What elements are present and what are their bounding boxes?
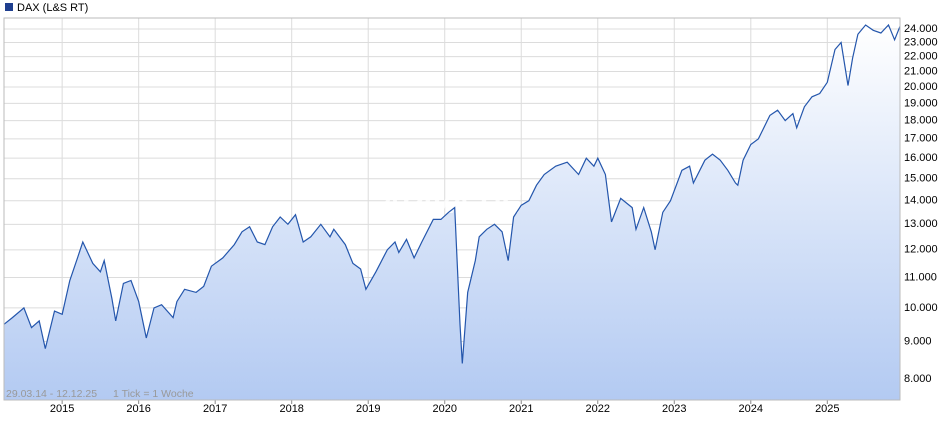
y-tick-label: 13.000 bbox=[904, 218, 938, 230]
plot-border bbox=[3, 17, 901, 401]
x-tick-label: 2024 bbox=[739, 403, 763, 415]
x-tick-label: 2019 bbox=[356, 403, 380, 415]
y-tick-label: 15.000 bbox=[904, 173, 938, 185]
watermark: ARIVA.DE bbox=[378, 187, 521, 220]
x-tick-label: 2018 bbox=[279, 403, 303, 415]
y-tick-label: 12.000 bbox=[904, 244, 938, 256]
x-tick-label: 2017 bbox=[203, 403, 227, 415]
date-range: 29.03.14 - 12.12.25 bbox=[6, 388, 97, 400]
x-tick-label: 2015 bbox=[50, 403, 74, 415]
y-tick-label: 8.000 bbox=[904, 373, 932, 385]
y-tick-label: 14.000 bbox=[904, 195, 938, 207]
x-tick-label: 2022 bbox=[586, 403, 610, 415]
x-tick-label: 2023 bbox=[662, 403, 686, 415]
x-tick-label: 2016 bbox=[126, 403, 150, 415]
y-tick-label: 11.000 bbox=[904, 271, 937, 283]
legend-label: DAX (L&S RT) bbox=[17, 2, 88, 14]
y-tick-label: 9.000 bbox=[904, 335, 932, 347]
x-tick-label: 2025 bbox=[815, 403, 839, 415]
y-tick-label: 17.000 bbox=[904, 133, 938, 145]
y-tick-label: 21.000 bbox=[904, 65, 938, 77]
y-tick-label: 10.000 bbox=[904, 302, 938, 314]
y-tick-label: 22.000 bbox=[904, 51, 938, 63]
tick-note: 1 Tick = 1 Woche bbox=[113, 388, 194, 400]
x-tick-label: 2021 bbox=[509, 403, 533, 415]
y-tick-label: 19.000 bbox=[904, 97, 938, 109]
x-tick-label: 2020 bbox=[432, 403, 456, 415]
y-tick-label: 16.000 bbox=[904, 152, 938, 164]
y-tick-label: 23.000 bbox=[904, 36, 938, 48]
y-tick-label: 20.000 bbox=[904, 81, 938, 93]
line bbox=[3, 23, 901, 364]
legend-swatch bbox=[5, 3, 13, 11]
y-tick-label: 24.000 bbox=[904, 23, 938, 35]
area-fill bbox=[4, 25, 900, 400]
y-tick-label: 18.000 bbox=[904, 115, 938, 127]
